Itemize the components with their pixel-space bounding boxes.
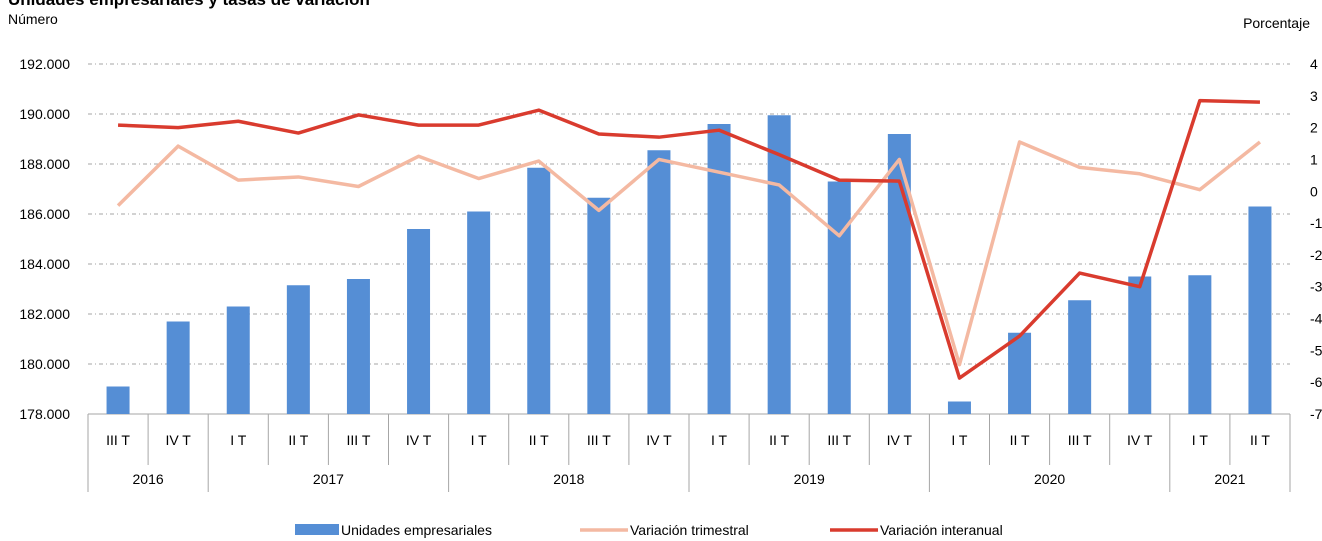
x-tick-label: IV T bbox=[1127, 432, 1153, 448]
year-label: 2021 bbox=[1214, 471, 1245, 487]
legend-swatch bbox=[295, 524, 339, 535]
x-tick-label: I T bbox=[951, 432, 968, 448]
line bbox=[117, 98, 1260, 380]
year-label: 2018 bbox=[553, 471, 584, 487]
bar bbox=[407, 229, 431, 414]
legend-label: Unidades empresariales bbox=[341, 522, 492, 538]
y-tick-label: 178.000 bbox=[19, 406, 70, 422]
y2-tick-label: -5 bbox=[1310, 342, 1322, 358]
y-tick-label: 188.000 bbox=[19, 156, 70, 172]
bar bbox=[1008, 332, 1032, 414]
x-tick-label: III T bbox=[347, 432, 371, 448]
y2-tick-label: 0 bbox=[1310, 183, 1318, 199]
x-tick-label: III T bbox=[827, 432, 851, 448]
bar bbox=[827, 181, 851, 414]
y2-tick-label: 3 bbox=[1310, 88, 1318, 104]
bar bbox=[527, 167, 551, 414]
y2-tick-label: -6 bbox=[1310, 374, 1322, 390]
legend-label: Variación trimestral bbox=[630, 522, 749, 538]
y-tick-label: 190.000 bbox=[19, 106, 70, 122]
x-tick-label: II T bbox=[1250, 432, 1270, 448]
x-tick-label: II T bbox=[288, 432, 308, 448]
bar bbox=[1128, 276, 1152, 414]
y2-tick-label: -2 bbox=[1310, 247, 1322, 263]
y2-tick-label: -3 bbox=[1310, 279, 1322, 295]
x-tick-label: I T bbox=[1192, 432, 1209, 448]
bar bbox=[1188, 275, 1212, 414]
year-label: 2017 bbox=[313, 471, 344, 487]
bar bbox=[947, 401, 971, 414]
chart-title: Unidades empresariales y tasas de variac… bbox=[8, 0, 370, 9]
x-tick-label: I T bbox=[230, 432, 247, 448]
y-tick-label: 182.000 bbox=[19, 306, 70, 322]
y2-tick-label: 1 bbox=[1310, 151, 1318, 167]
bar bbox=[767, 115, 791, 414]
x-tick-label: I T bbox=[471, 432, 488, 448]
bar bbox=[1068, 300, 1092, 414]
y2-tick-label: -4 bbox=[1310, 311, 1322, 327]
bar bbox=[1248, 206, 1272, 414]
y2-tick-label: 4 bbox=[1310, 56, 1318, 72]
x-tick-label: III T bbox=[1068, 432, 1092, 448]
bar bbox=[467, 211, 491, 414]
bar bbox=[587, 197, 611, 414]
bar bbox=[226, 306, 250, 414]
y-tick-label: 186.000 bbox=[19, 206, 70, 222]
y-tick-label: 184.000 bbox=[19, 256, 70, 272]
line bbox=[116, 140, 1262, 367]
x-tick-label: III T bbox=[106, 432, 130, 448]
bar bbox=[166, 321, 190, 414]
bar bbox=[647, 150, 671, 414]
bar bbox=[106, 386, 130, 414]
y2-tick-label: -7 bbox=[1310, 406, 1322, 422]
x-tick-label: IV T bbox=[646, 432, 672, 448]
y2-axis-label: Porcentaje bbox=[1243, 15, 1310, 31]
y-tick-label: 192.000 bbox=[19, 56, 70, 72]
x-tick-label: II T bbox=[1010, 432, 1030, 448]
legend-label: Variación interanual bbox=[880, 522, 1003, 538]
bar bbox=[286, 285, 310, 414]
y2-tick-label: 2 bbox=[1310, 120, 1318, 136]
bar bbox=[887, 134, 911, 414]
x-tick-label: IV T bbox=[887, 432, 913, 448]
x-tick-label: IV T bbox=[165, 432, 191, 448]
x-tick-label: IV T bbox=[406, 432, 432, 448]
x-tick-label: II T bbox=[529, 432, 549, 448]
year-label: 2020 bbox=[1034, 471, 1065, 487]
bar bbox=[707, 124, 731, 414]
x-tick-label: III T bbox=[587, 432, 611, 448]
year-label: 2019 bbox=[794, 471, 825, 487]
y-axis-label: Número bbox=[8, 11, 58, 27]
bar bbox=[346, 279, 370, 414]
y-tick-label: 180.000 bbox=[19, 356, 70, 372]
x-tick-label: II T bbox=[769, 432, 789, 448]
y2-tick-label: -1 bbox=[1310, 215, 1322, 231]
year-label: 2016 bbox=[133, 471, 164, 487]
x-tick-label: I T bbox=[711, 432, 728, 448]
